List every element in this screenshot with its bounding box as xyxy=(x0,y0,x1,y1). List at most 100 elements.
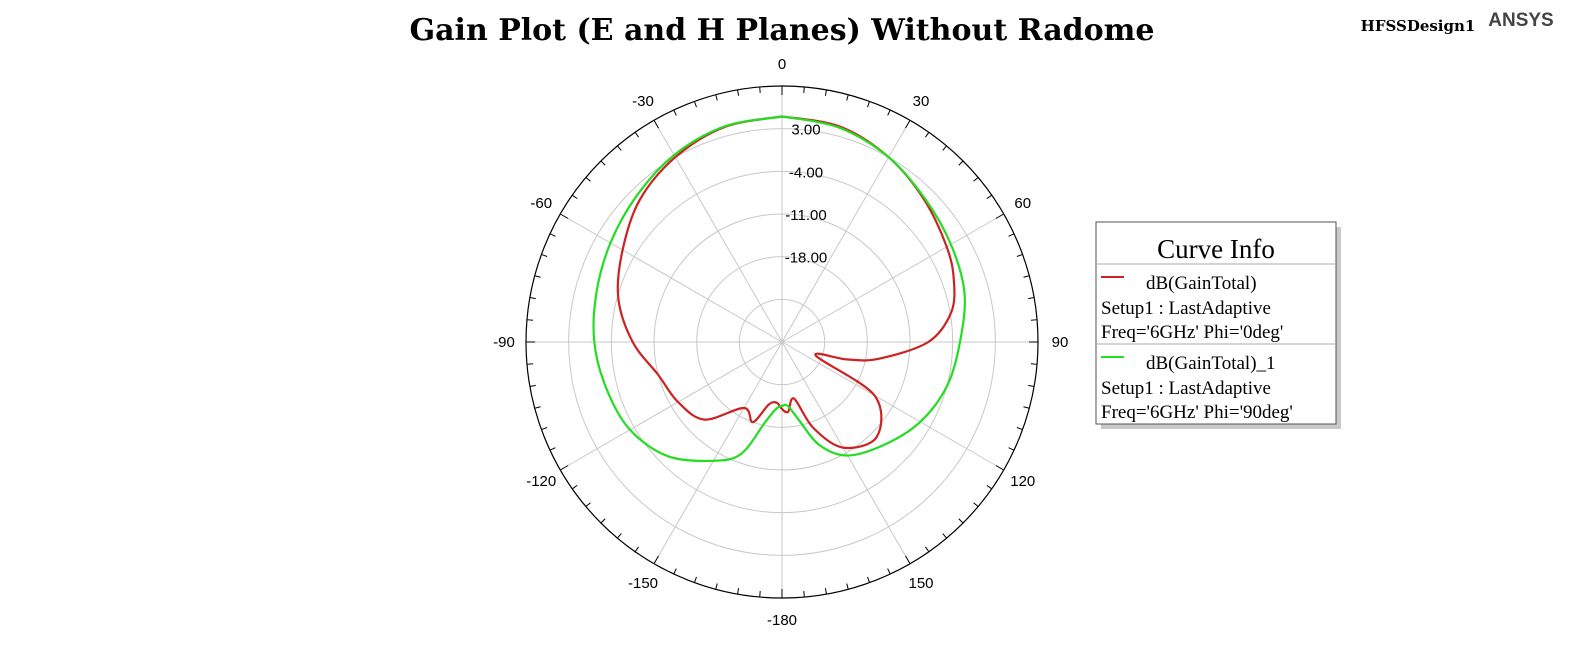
radial-label: -18.00 xyxy=(785,250,828,267)
angle-tick xyxy=(759,591,761,598)
angle-label: 30 xyxy=(913,93,930,110)
radial-label: -11.00 xyxy=(785,207,826,224)
angle-tick xyxy=(986,194,992,200)
angle-tick xyxy=(995,213,1004,219)
angle-tick xyxy=(634,546,640,552)
legend-series-2-name: dB(GainTotal)_1 xyxy=(1146,353,1276,374)
angle-tick xyxy=(693,576,697,583)
series-line-1 xyxy=(616,115,956,450)
angle-ticks xyxy=(526,86,1038,598)
angle-tick xyxy=(846,583,849,590)
angle-label: 60 xyxy=(1014,195,1031,212)
angle-tick xyxy=(1028,297,1035,300)
legend-box xyxy=(1095,221,1337,425)
angle-tick xyxy=(1028,384,1035,387)
angle-label: 150 xyxy=(908,575,933,592)
legend-series-2-params: Freq='6GHz' Phi='90deg' xyxy=(1101,402,1293,423)
angle-tick xyxy=(1016,253,1023,257)
angle-tick xyxy=(534,406,541,409)
angle-tick xyxy=(529,384,536,387)
legend-series-2-setup: Setup1 : LastAdaptive xyxy=(1101,378,1271,399)
angle-tick xyxy=(905,555,911,564)
angle-tick xyxy=(572,484,578,490)
angle-tick xyxy=(600,160,606,166)
legend: Curve Info dB(GainTotal) Setup1 : LastAd… xyxy=(1095,221,1341,429)
radial-label: -4.00 xyxy=(789,164,823,181)
angle-label: -120 xyxy=(526,473,556,490)
angle-tick xyxy=(560,213,569,219)
polar-grid xyxy=(525,85,1039,599)
angle-tick xyxy=(803,86,805,93)
radial-label: 3.00 xyxy=(791,122,820,139)
angle-tick xyxy=(867,576,871,583)
angle-tick xyxy=(924,132,930,138)
chart-title: Gain Plot (E and H Planes) Without Radom… xyxy=(410,13,1155,48)
angle-tick xyxy=(617,145,622,151)
angle-tick xyxy=(924,546,930,552)
angle-tick xyxy=(824,89,827,96)
series-line-2 xyxy=(592,115,966,463)
angle-tick xyxy=(803,591,805,598)
angle-tick xyxy=(585,502,591,507)
grid-spoke-240 xyxy=(560,341,783,471)
angle-label: -180 xyxy=(767,612,797,629)
angle-tick xyxy=(600,518,606,524)
angle-tick xyxy=(617,533,622,539)
angle-tick xyxy=(824,588,827,595)
angle-tick xyxy=(572,194,578,200)
angle-tick xyxy=(634,132,640,138)
angle-tick xyxy=(1008,447,1015,451)
grid-spoke-150 xyxy=(781,341,911,564)
angle-tick xyxy=(1016,427,1023,431)
angle-tick xyxy=(549,233,556,237)
angle-tick xyxy=(534,275,541,278)
angle-label: 90 xyxy=(1052,334,1069,351)
angle-tick xyxy=(1023,406,1030,409)
grid-spoke-300 xyxy=(560,213,783,343)
angle-tick xyxy=(673,568,677,575)
angle-tick xyxy=(549,447,556,451)
angle-tick xyxy=(526,363,533,365)
angle-tick xyxy=(846,94,849,101)
angle-tick xyxy=(867,101,871,108)
gain-curves xyxy=(592,115,966,463)
angle-tick xyxy=(1023,275,1030,278)
angle-label: -150 xyxy=(628,575,658,592)
angle-tick xyxy=(526,319,533,321)
angle-tick xyxy=(958,160,964,166)
grid-spoke-330 xyxy=(653,120,783,343)
radial-labels: 3.00 -4.00 -11.00 -18.00 xyxy=(785,122,828,267)
angle-tick xyxy=(693,101,697,108)
angle-tick xyxy=(759,86,761,93)
angle-label: 0 xyxy=(778,56,786,73)
angle-labels: 0 30 60 90 120 150 -180 -150 -120 -90 -60 -30 xyxy=(493,56,1068,629)
angle-tick xyxy=(715,583,718,590)
angle-tick xyxy=(887,109,891,116)
angle-tick xyxy=(942,145,947,151)
grid-spoke-210 xyxy=(653,341,783,564)
angle-label: -30 xyxy=(632,93,654,110)
legend-series-1-setup: Setup1 : LastAdaptive xyxy=(1101,298,1271,319)
angle-tick xyxy=(541,427,548,431)
legend-title: Curve Info xyxy=(1157,234,1275,264)
angle-label: -90 xyxy=(493,334,515,351)
angle-tick xyxy=(995,465,1004,471)
angle-tick xyxy=(973,502,979,507)
angle-tick xyxy=(958,518,964,524)
angle-label: -60 xyxy=(530,195,552,212)
angle-tick xyxy=(737,588,740,595)
angle-tick xyxy=(560,465,569,471)
angle-tick xyxy=(1031,363,1038,365)
angle-tick xyxy=(942,533,947,539)
grid-spoke-60 xyxy=(781,213,1004,343)
legend-series-1-params: Freq='6GHz' Phi='0deg' xyxy=(1101,322,1283,343)
angle-tick xyxy=(905,120,911,129)
legend-series-1-name: dB(GainTotal) xyxy=(1146,273,1257,294)
angle-label: 120 xyxy=(1010,473,1035,490)
angle-tick xyxy=(529,297,536,300)
angle-tick xyxy=(1008,233,1015,237)
grid-spoke-120 xyxy=(781,341,1004,471)
angle-tick xyxy=(715,94,718,101)
ansys-brand: ANSYS xyxy=(1488,10,1553,31)
